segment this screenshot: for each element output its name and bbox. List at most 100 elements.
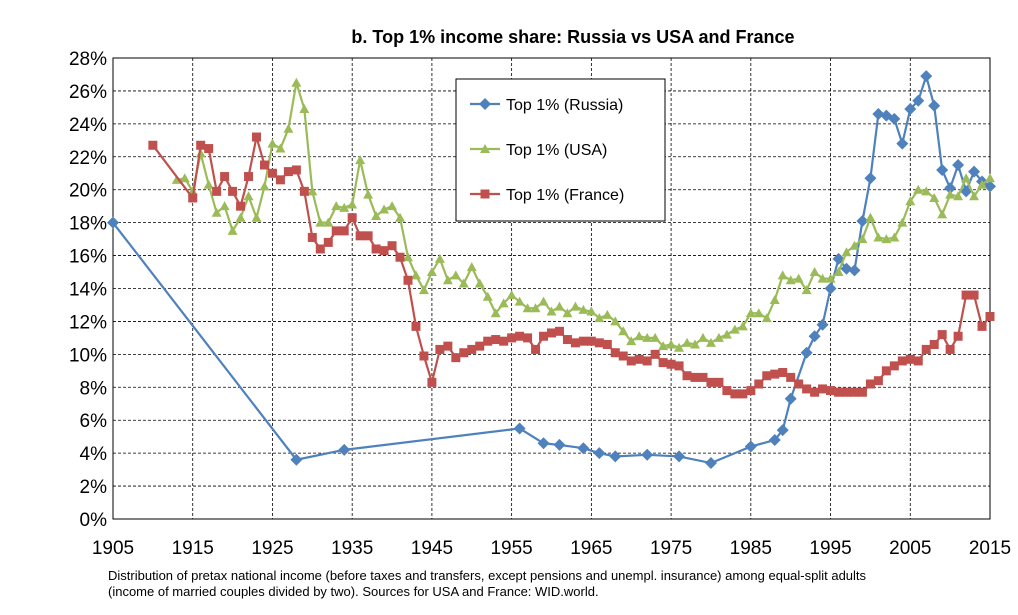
data-point — [658, 341, 669, 351]
data-point — [985, 311, 995, 321]
data-point — [267, 138, 278, 148]
data-point — [443, 341, 453, 351]
data-point — [642, 356, 652, 366]
data-point — [275, 175, 285, 185]
data-point — [244, 172, 254, 182]
data-point — [211, 207, 222, 217]
y-tick-label: 24% — [69, 115, 107, 136]
data-point — [817, 273, 828, 283]
data-point — [952, 159, 965, 172]
data-point — [761, 313, 772, 323]
data-point — [714, 377, 724, 387]
legend-marker — [480, 144, 490, 153]
data-point — [865, 212, 876, 222]
data-point — [698, 372, 708, 382]
y-tick-label: 10% — [69, 345, 107, 366]
data-point — [427, 377, 437, 387]
data-point — [673, 450, 686, 463]
data-point — [514, 296, 525, 306]
data-point — [897, 356, 907, 366]
data-point — [395, 212, 406, 222]
data-point — [809, 267, 820, 277]
data-point — [768, 433, 781, 446]
data-point — [969, 290, 979, 300]
data-point — [618, 326, 629, 336]
data-point — [490, 308, 501, 318]
data-point — [826, 386, 836, 396]
data-point — [515, 331, 525, 341]
data-point — [929, 339, 939, 349]
data-point — [881, 234, 892, 244]
data-point — [204, 144, 214, 154]
data-point — [800, 346, 813, 359]
data-point — [857, 387, 867, 397]
data-point — [905, 196, 916, 206]
data-point — [467, 344, 477, 354]
data-point — [745, 308, 756, 318]
data-point — [762, 371, 772, 381]
data-point — [650, 332, 661, 342]
data-point — [960, 185, 973, 198]
data-point — [419, 351, 429, 361]
data-point — [658, 358, 668, 368]
data-point — [801, 285, 812, 295]
data-point — [252, 132, 262, 142]
data-point — [259, 160, 269, 170]
data-point — [107, 216, 119, 229]
data-point — [953, 191, 964, 201]
data-point — [459, 348, 469, 358]
x-tick-label: 1905 — [92, 538, 134, 559]
data-point — [291, 165, 301, 175]
data-point — [722, 386, 732, 396]
data-point — [387, 241, 397, 251]
data-point — [355, 155, 366, 165]
x-tick-label: 1935 — [331, 538, 373, 559]
data-point — [418, 285, 429, 295]
legend-marker — [480, 189, 490, 199]
data-point — [881, 366, 891, 376]
data-point — [888, 112, 901, 125]
x-tick-label: 1955 — [490, 538, 532, 559]
series-line — [112, 72, 991, 465]
data-point — [626, 336, 637, 346]
data-point — [299, 104, 310, 114]
data-point — [944, 182, 957, 195]
data-point — [554, 326, 564, 336]
data-point — [578, 336, 588, 346]
data-point — [674, 342, 685, 352]
x-tick-label: 1985 — [730, 538, 772, 559]
y-tick-label: 4% — [80, 444, 108, 465]
data-point — [697, 332, 708, 342]
data-point — [283, 167, 293, 177]
data-point — [530, 303, 541, 313]
data-point — [196, 140, 206, 150]
y-tick-label: 20% — [69, 181, 107, 202]
data-point — [219, 201, 230, 211]
data-point — [474, 278, 485, 288]
data-point — [818, 384, 828, 394]
data-point — [776, 424, 789, 437]
data-point — [713, 332, 724, 342]
data-point — [483, 336, 493, 346]
data-point — [968, 165, 981, 178]
data-point — [148, 140, 158, 150]
data-point — [593, 447, 606, 460]
data-point — [363, 189, 374, 199]
data-point — [283, 123, 294, 133]
x-tick-label: 1995 — [809, 538, 851, 559]
data-point — [825, 273, 836, 283]
data-point — [912, 94, 925, 107]
data-point — [570, 338, 580, 348]
y-tick-label: 14% — [69, 280, 107, 301]
data-point — [522, 303, 533, 313]
data-point — [849, 387, 859, 397]
x-tick-label: 1915 — [172, 538, 214, 559]
data-point — [784, 392, 797, 405]
data-point — [331, 226, 341, 236]
data-point — [810, 387, 820, 397]
data-point — [379, 246, 389, 256]
data-point — [323, 237, 333, 247]
data-point — [706, 377, 716, 387]
data-point — [610, 316, 621, 326]
data-point — [499, 336, 509, 346]
